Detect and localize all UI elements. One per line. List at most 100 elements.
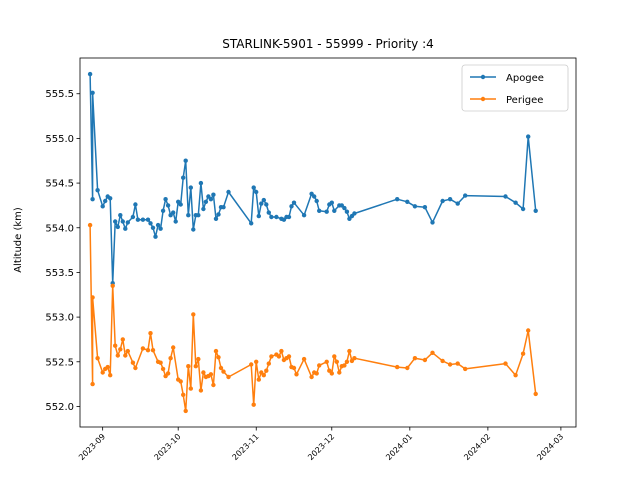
data-point-apogee — [148, 221, 153, 226]
data-point-perigee — [337, 370, 342, 375]
data-point-apogee — [165, 203, 171, 208]
data-point-perigee — [344, 359, 350, 364]
data-point-perigee — [405, 365, 410, 371]
data-point-apogee — [342, 205, 347, 211]
data-point-apogee — [158, 226, 163, 231]
data-point-apogee — [155, 222, 161, 228]
data-point-apogee — [108, 196, 113, 201]
data-point-apogee — [503, 194, 508, 199]
data-point-perigee — [87, 222, 93, 228]
data-point-perigee — [503, 361, 508, 366]
data-point-perigee — [115, 353, 121, 358]
data-point-perigee — [191, 312, 196, 317]
data-point-apogee — [274, 214, 279, 220]
data-point-perigee — [526, 328, 531, 333]
data-point-perigee — [160, 366, 166, 372]
data-point-perigee — [95, 356, 100, 361]
data-point-perigee — [261, 373, 266, 378]
data-point-perigee — [291, 365, 297, 371]
data-point-apogee — [173, 219, 178, 224]
y-tick-label: 554.5 — [45, 179, 74, 190]
data-point-perigee — [329, 371, 334, 376]
y-axis-label: Altitude (km) — [13, 207, 24, 273]
data-point-apogee — [266, 210, 271, 215]
data-point-perigee — [213, 348, 219, 354]
data-point-apogee — [216, 212, 221, 217]
data-point-apogee — [188, 185, 193, 190]
data-point-perigee — [395, 364, 400, 370]
data-point-apogee — [140, 217, 146, 222]
data-point-perigee — [251, 402, 256, 407]
data-point-perigee — [332, 354, 337, 359]
data-point-apogee — [289, 204, 294, 209]
data-point-perigee — [125, 348, 130, 354]
data-point-apogee — [150, 225, 156, 230]
data-point-apogee — [261, 197, 266, 203]
data-point-apogee — [301, 213, 307, 218]
data-point-apogee — [412, 204, 418, 209]
data-point-perigee — [324, 359, 329, 364]
data-point-perigee — [412, 356, 418, 361]
data-point-apogee — [314, 198, 319, 204]
data-point-apogee — [145, 217, 151, 222]
data-point-perigee — [158, 360, 163, 365]
data-point-apogee — [526, 134, 531, 139]
data-point-apogee — [344, 209, 350, 214]
y-tick-label: 555.0 — [45, 134, 74, 145]
data-point-perigee — [145, 348, 151, 353]
data-point-apogee — [90, 90, 95, 96]
data-point-apogee — [259, 201, 264, 206]
data-point-perigee — [266, 361, 271, 366]
data-point-apogee — [196, 213, 201, 218]
data-point-apogee — [447, 197, 453, 202]
data-point-perigee — [264, 368, 269, 373]
data-point-perigee — [440, 358, 445, 364]
y-tick-label: 552.5 — [45, 357, 74, 368]
data-point-apogee — [153, 234, 158, 239]
data-point-perigee — [90, 381, 95, 387]
data-point-apogee — [208, 197, 214, 202]
data-point-apogee — [455, 201, 460, 206]
data-point-apogee — [317, 208, 322, 213]
data-point-perigee — [218, 365, 224, 371]
data-point-perigee — [201, 370, 206, 375]
data-point-perigee — [178, 379, 183, 384]
data-point-apogee — [520, 206, 526, 212]
data-point-apogee — [405, 199, 410, 204]
data-point-apogee — [203, 199, 209, 204]
data-point-perigee — [196, 356, 201, 362]
data-point-perigee — [279, 348, 284, 354]
data-point-perigee — [211, 382, 216, 388]
data-point-perigee — [90, 295, 95, 300]
data-point-apogee — [249, 221, 254, 226]
data-point-apogee — [130, 214, 136, 220]
data-point-perigee — [165, 371, 171, 376]
data-point-perigee — [463, 366, 468, 372]
data-point-apogee — [533, 208, 538, 213]
data-point-apogee — [312, 194, 317, 199]
data-point-perigee — [171, 345, 176, 350]
data-point-apogee — [324, 209, 329, 214]
data-point-perigee — [113, 343, 118, 348]
data-point-apogee — [90, 197, 95, 202]
data-point-perigee — [269, 354, 274, 359]
data-point-perigee — [294, 372, 299, 377]
data-point-perigee — [186, 364, 191, 369]
data-point-apogee — [213, 216, 219, 221]
data-point-perigee — [148, 331, 153, 336]
data-point-apogee — [118, 213, 123, 218]
data-point-perigee — [120, 337, 126, 342]
y-tick-label: 553.5 — [45, 268, 74, 279]
data-point-apogee — [95, 188, 100, 193]
data-point-perigee — [150, 348, 156, 353]
data-point-apogee — [163, 197, 168, 202]
data-point-perigee — [100, 370, 105, 375]
data-point-perigee — [352, 356, 357, 361]
data-point-apogee — [120, 219, 126, 224]
legend-marker-apogee — [480, 74, 486, 80]
data-point-perigee — [286, 354, 292, 359]
y-tick-label: 554.0 — [45, 223, 74, 234]
data-point-apogee — [440, 198, 445, 204]
data-point-perigee — [216, 355, 221, 360]
plot-area — [87, 71, 538, 414]
